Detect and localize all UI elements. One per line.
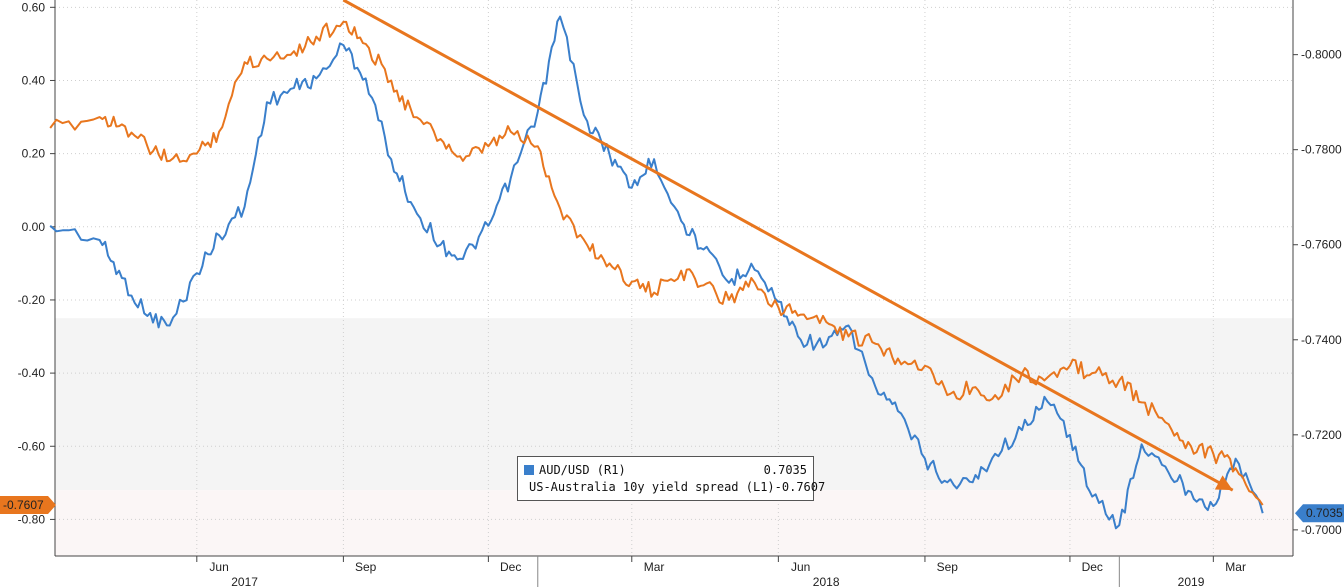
right-value-badge: [1295, 504, 1344, 523]
x-tick-label: Mar: [644, 560, 665, 574]
left-tick-label: 0.60: [22, 0, 46, 14]
x-tick-label: Jun: [209, 560, 228, 574]
left-axis-ticks: 0.60 0.40 0.20 0.00 -0.20 -0.40 -0.60 -0.80: [18, 0, 55, 526]
left-tick-label: -0.80: [18, 512, 46, 526]
right-tick-label: -0.7800: [1301, 143, 1342, 157]
legend-label-spread: US-Australia 10y yield spread (L1): [529, 479, 775, 494]
band-lower: [55, 490, 1293, 556]
right-tick-label: -0.7200: [1301, 428, 1342, 442]
left-value-badge: [0, 496, 56, 515]
grid-lines: [55, 0, 1293, 556]
x-tick-label: Dec: [1082, 560, 1103, 574]
axes: [54, 0, 1294, 557]
legend-value-audusd: 0.7035: [763, 462, 807, 477]
legend: AUD/USD (R1) 0.7035 US-Australia 10y yie…: [517, 456, 825, 501]
right-tick-label: -0.7600: [1301, 238, 1342, 252]
x-tick-label: Jun: [791, 560, 810, 574]
left-tick-label: 0.40: [22, 73, 46, 87]
legend-entry-audusd: AUD/USD (R1) 0.7035: [524, 461, 807, 478]
left-tick-label: -0.20: [18, 293, 46, 307]
right-value-badge-text: 0.7035: [1306, 506, 1343, 520]
series-lines: [49, 15, 1264, 530]
legend-label-audusd: AUD/USD (R1): [539, 462, 626, 477]
right-axis-ticks: -0.8000 -0.7800 -0.7600 -0.7400 -0.7200 -0.70…: [1293, 48, 1342, 537]
trend-line: [342, 0, 1234, 492]
legend-entry-spread: US-Australia 10y yield spread (L1) -0.76…: [524, 478, 825, 495]
series-line-spread: [49, 20, 1264, 506]
year-label: 2017: [231, 575, 258, 587]
left-value-badge-text: -0.7607: [3, 498, 44, 512]
legend-swatch-audusd: [524, 464, 534, 475]
year-label: 2019: [1178, 575, 1205, 587]
x-tick-label: Mar: [1225, 560, 1246, 574]
year-label: 2018: [813, 575, 840, 587]
band-upper: [55, 0, 1293, 319]
left-tick-label: -0.60: [18, 439, 46, 453]
right-tick-label: -0.7400: [1301, 333, 1342, 347]
value-badges: -0.7607 0.7035: [0, 496, 1344, 523]
x-tick-label: Sep: [937, 560, 959, 574]
left-tick-label: -0.40: [18, 366, 46, 380]
trend-line-segment: [342, 0, 1234, 492]
right-tick-label: -0.7000: [1301, 523, 1342, 537]
x-tick-label: Dec: [500, 560, 521, 574]
trend-arrowhead: [1214, 475, 1233, 491]
series-line-audusd: [49, 15, 1264, 530]
x-axis-ticks: Jun Sep Dec Mar Jun Sep Dec Mar 2017 2018 2019: [196, 556, 1246, 587]
right-tick-label: -0.8000: [1301, 48, 1342, 62]
x-tick-label: Sep: [355, 560, 377, 574]
left-tick-label: 0.20: [22, 147, 46, 161]
left-tick-label: 0.00: [22, 220, 46, 234]
background-bands: [55, 0, 1293, 556]
legend-value-spread: -0.7607: [774, 479, 826, 494]
